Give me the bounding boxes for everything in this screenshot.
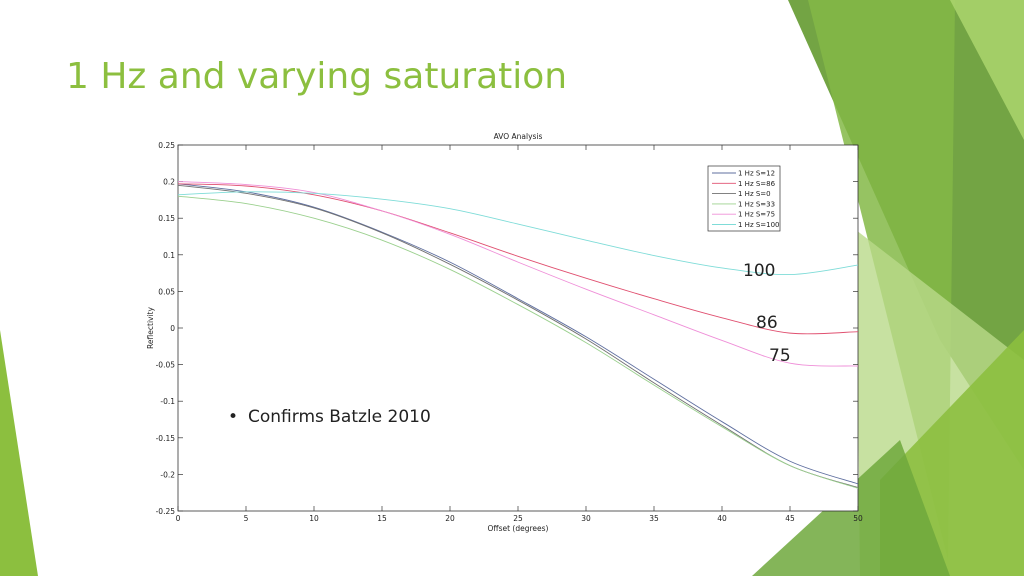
y-axis-label: Reflectivity: [146, 307, 155, 349]
y-tick-label: -0.1: [160, 397, 175, 406]
bullet-dot-icon: •: [228, 407, 239, 427]
y-tick-label: 0.1: [163, 251, 175, 260]
series-line-5: [177, 191, 859, 276]
x-tick-label: 15: [377, 514, 387, 523]
legend-label-3: 1 Hz S=33: [738, 200, 775, 208]
bullet-item: • Confirms Batzle 2010: [228, 407, 431, 427]
x-axis-label: Offset (degrees): [488, 524, 549, 533]
x-tick-label: 35: [649, 514, 659, 523]
annotation-75: 75: [769, 346, 791, 366]
y-tick-label: -0.15: [156, 434, 176, 443]
legend-label-5: 1 Hz S=100: [738, 221, 780, 229]
legend-label-2: 1 Hz S=0: [738, 190, 771, 198]
y-tick-label: -0.2: [160, 470, 175, 479]
series-line-4: [177, 181, 859, 367]
legend-box: [707, 165, 781, 232]
tick-group: 0 5 10 15 20 25 30 35 40 45 500.250.20.150.10.050-…: [156, 141, 863, 523]
x-tick-label: 30: [581, 514, 591, 523]
series-group: [177, 181, 859, 489]
series-line-1: [177, 183, 859, 335]
x-tick-label: 20: [445, 514, 455, 523]
x-tick-label: 0: [176, 514, 181, 523]
x-tick-label: 10: [309, 514, 319, 523]
x-tick-label: 5: [244, 514, 249, 523]
y-tick-label: 0.25: [158, 141, 175, 150]
y-tick-label: 0.15: [158, 214, 175, 223]
legend-label-0: 1 Hz S=12: [738, 170, 775, 178]
bullet-text: Confirms Batzle 2010: [248, 407, 431, 427]
series-line-0: [177, 183, 859, 485]
x-tick-label: 45: [785, 514, 795, 523]
y-tick-label: 0.2: [163, 178, 175, 187]
chart-title: AVO Analysis: [494, 132, 543, 141]
legend-label-4: 1 Hz S=75: [738, 211, 775, 219]
series-line-3: [177, 195, 859, 489]
slide-title: 1 Hz and varying saturation: [66, 56, 568, 97]
legend: 1 Hz S=12 1 Hz S=86 1 Hz S=0 1 Hz S=33 1 Hz …: [707, 165, 781, 232]
annotation-100: 100: [743, 261, 776, 281]
y-tick-label: 0.05: [158, 287, 175, 296]
legend-label-1: 1 Hz S=86: [738, 180, 776, 188]
y-tick-label: -0.25: [156, 507, 176, 516]
annotation-86: 86: [756, 313, 778, 333]
x-tick-label: 25: [513, 514, 523, 523]
x-tick-label: 50: [853, 514, 863, 523]
y-tick-label: 0: [170, 324, 175, 333]
series-line-2: [177, 184, 859, 489]
x-tick-label: 40: [717, 514, 727, 523]
y-tick-label: -0.05: [156, 361, 176, 370]
